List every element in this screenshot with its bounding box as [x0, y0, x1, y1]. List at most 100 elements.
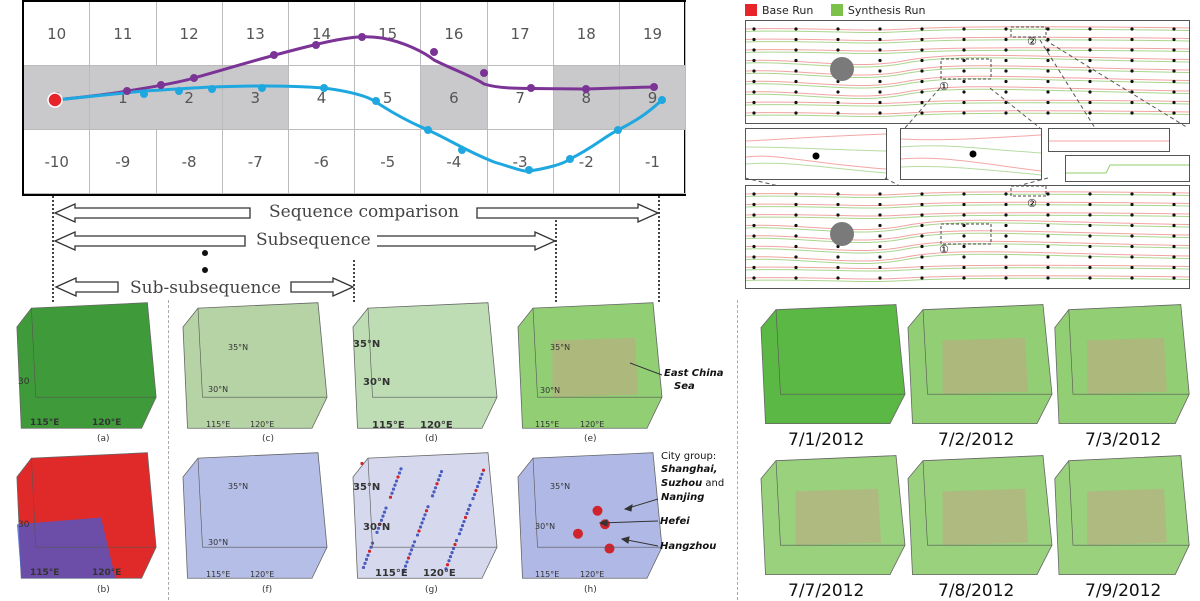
volume-render-greenfog — [182, 302, 328, 429]
seed-point — [1046, 27, 1050, 31]
seed-point — [1172, 79, 1176, 84]
seed-point — [752, 244, 756, 249]
seed-point — [836, 192, 840, 196]
seed-point — [1004, 111, 1008, 115]
seed-point — [962, 27, 966, 31]
seed-point — [920, 69, 924, 73]
seed-point — [1046, 192, 1050, 196]
seed-point — [1172, 265, 1176, 270]
seed-point — [962, 255, 966, 259]
seed-point — [1004, 234, 1008, 238]
seed-point — [836, 111, 840, 115]
lat-35-e: 35°N — [550, 343, 571, 352]
seed-point — [1088, 223, 1092, 228]
sequence-grid: 101112131415161718190123456789-10-9-8-7-… — [22, 0, 687, 196]
seed-point — [1046, 90, 1050, 94]
seed-point — [962, 48, 966, 52]
lat-30-c: 30°N — [208, 385, 229, 394]
seed-point — [962, 37, 966, 42]
grid-cell: -1 — [619, 130, 687, 194]
seed-point — [878, 234, 882, 238]
seed-point — [878, 27, 882, 31]
city-and: and — [702, 478, 725, 489]
legend-swatch-synthesis — [830, 4, 843, 16]
seed-point — [1130, 213, 1134, 217]
seed-point — [794, 100, 798, 105]
lat-30-e: 30°N — [540, 386, 561, 395]
seed-point — [1004, 48, 1008, 52]
streamline — [745, 267, 1190, 272]
legend-synthesis-label: Synthesis Run — [847, 4, 926, 17]
seed-point — [1130, 37, 1134, 42]
seed-point — [1046, 202, 1050, 207]
legend-base-label: Base Run — [762, 4, 814, 17]
seed-point — [962, 202, 966, 207]
seed-point — [1046, 234, 1050, 238]
seed-point — [1088, 276, 1092, 280]
seed-point — [1004, 37, 1008, 42]
seed-point — [794, 276, 798, 280]
seed-point — [752, 276, 756, 280]
streamline — [745, 212, 1190, 217]
seed-point — [920, 213, 924, 217]
seed-point — [1130, 234, 1134, 238]
seed-point — [752, 223, 756, 228]
seed-point — [1046, 244, 1050, 249]
subsequence-label: Subsequence — [250, 230, 377, 250]
volume-render-bluelight — [182, 452, 328, 579]
seed-point — [1130, 223, 1134, 228]
flow-panel-top — [745, 20, 1190, 124]
seed-point — [836, 202, 840, 207]
seed-point — [878, 244, 882, 249]
lon-115-e: 115°E — [535, 420, 560, 429]
seed-point — [920, 265, 924, 270]
seed-point — [920, 48, 924, 52]
seed-point — [1172, 58, 1176, 63]
seed-point — [1004, 276, 1008, 280]
seed-point — [920, 111, 924, 115]
volume-render-greenland — [907, 304, 1053, 424]
seed-point — [1130, 192, 1134, 196]
streamline — [745, 75, 1190, 87]
seed-point — [1172, 100, 1176, 105]
seed-point — [836, 79, 840, 84]
zoom-region-2 — [1010, 185, 1047, 197]
streamline — [745, 78, 1190, 89]
seed-point — [1130, 48, 1134, 52]
grid-cell: 1 — [90, 66, 157, 130]
seed-point — [1130, 202, 1134, 207]
zoom-inset-1-lines — [745, 133, 887, 174]
zoom-inset-4-lines — [1066, 164, 1189, 174]
seed-point — [920, 27, 924, 31]
seed-point — [794, 27, 798, 31]
sequence-comparison-label: Sequence comparison — [263, 202, 465, 222]
city-pointers — [598, 498, 659, 547]
streamline — [745, 112, 1190, 117]
seed-point — [878, 90, 882, 94]
city-hefei: Hefei — [660, 516, 690, 527]
seed-point — [962, 265, 966, 270]
streamline — [745, 39, 1190, 44]
seed-point — [1088, 265, 1092, 270]
seed-point — [878, 202, 882, 207]
zoom-inset-3 — [1048, 128, 1170, 152]
streamline — [745, 222, 1190, 233]
sea-pointer — [629, 362, 663, 376]
seed-point — [1088, 244, 1092, 249]
date-2: 7/2/2012 — [938, 430, 1015, 450]
seed-point — [1130, 276, 1134, 280]
lon-115-g: 115°E — [375, 568, 408, 579]
lat-30-g: 30°N — [363, 522, 391, 533]
seed-point — [1004, 58, 1008, 63]
seed-point — [1172, 223, 1176, 228]
seed-point — [1088, 234, 1092, 238]
grid-cell: 2 — [156, 66, 223, 130]
seed-point — [1088, 58, 1092, 63]
seed-point — [1172, 192, 1176, 196]
seed-point — [752, 79, 756, 84]
caption-d: (d) — [425, 434, 438, 444]
seed-point — [752, 37, 756, 42]
seed-point — [794, 58, 798, 63]
seed-point — [836, 213, 840, 217]
divider — [737, 300, 738, 600]
